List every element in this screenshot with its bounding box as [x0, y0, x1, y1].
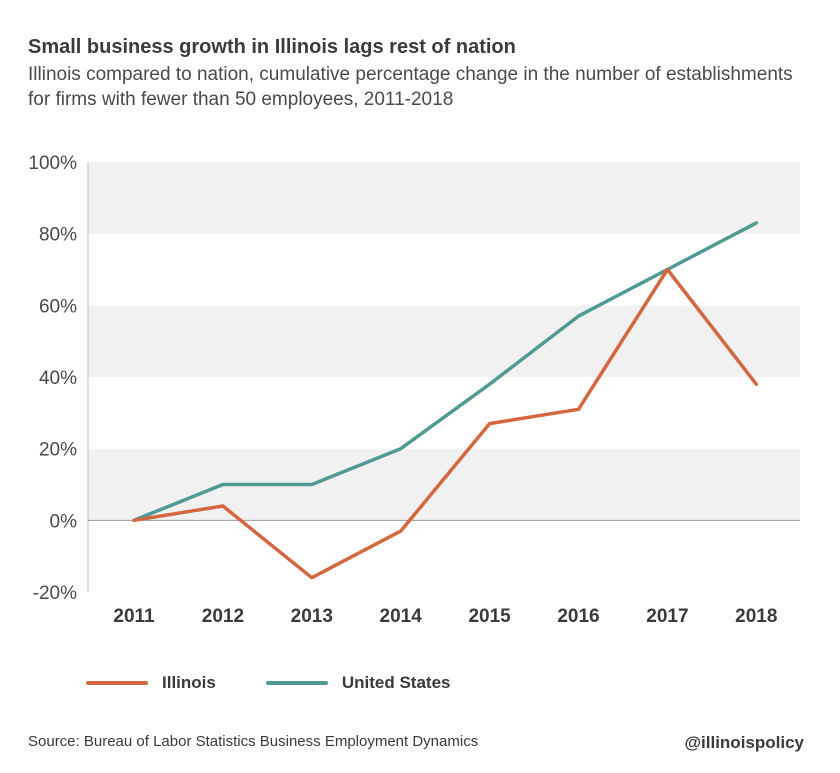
legend-label-united-states: United States: [341, 673, 451, 692]
chart-title: Small business growth in Illinois lags r…: [28, 36, 516, 58]
legend-item-united-states: United States: [265, 673, 451, 693]
x-tick-labels: 2011 2012 2013 2014 2015 2016 2017 2018: [113, 606, 777, 627]
y-tick-label: 40%: [39, 368, 77, 389]
series-lines: [132, 221, 759, 580]
grid-bands: [88, 162, 800, 521]
x-tick-label: 2015: [468, 606, 511, 627]
grid-band: [88, 162, 800, 234]
source-note: Source: Bureau of Labor Statistics Busin…: [28, 733, 479, 750]
x-tick-label: 2017: [646, 606, 688, 627]
legend-item-illinois: Illinois: [86, 673, 216, 693]
y-tick-label: 80%: [39, 225, 77, 246]
y-tick-label: -20%: [33, 583, 77, 604]
y-tick-labels: 100% 80% 60% 40% 20% 0% -20%: [28, 153, 77, 604]
chart-subtitle: Illinois compared to nation, cumulative …: [28, 64, 793, 110]
legend-swatch-united-states: [265, 681, 328, 685]
x-tick-label: 2011: [113, 606, 155, 627]
y-tick-label: 0%: [50, 511, 78, 532]
x-tick-label: 2014: [380, 606, 423, 627]
x-tick-label: 2012: [202, 606, 244, 627]
x-tick-label: 2013: [291, 606, 333, 627]
y-tick-label: 60%: [39, 296, 77, 317]
grid-band: [88, 305, 800, 377]
series-line-illinois: [132, 267, 759, 580]
series-line-united-states: [132, 221, 759, 523]
x-tick-label: 2018: [735, 606, 777, 627]
legend: Illinois United States: [86, 673, 500, 693]
y-tick-label: 20%: [39, 440, 77, 461]
x-tick-label: 2016: [557, 606, 599, 627]
legend-swatch-illinois: [86, 681, 148, 685]
social-handle: @illinoispolicy: [684, 733, 804, 752]
legend-label-illinois: Illinois: [162, 673, 216, 692]
y-tick-label: 100%: [28, 153, 77, 174]
